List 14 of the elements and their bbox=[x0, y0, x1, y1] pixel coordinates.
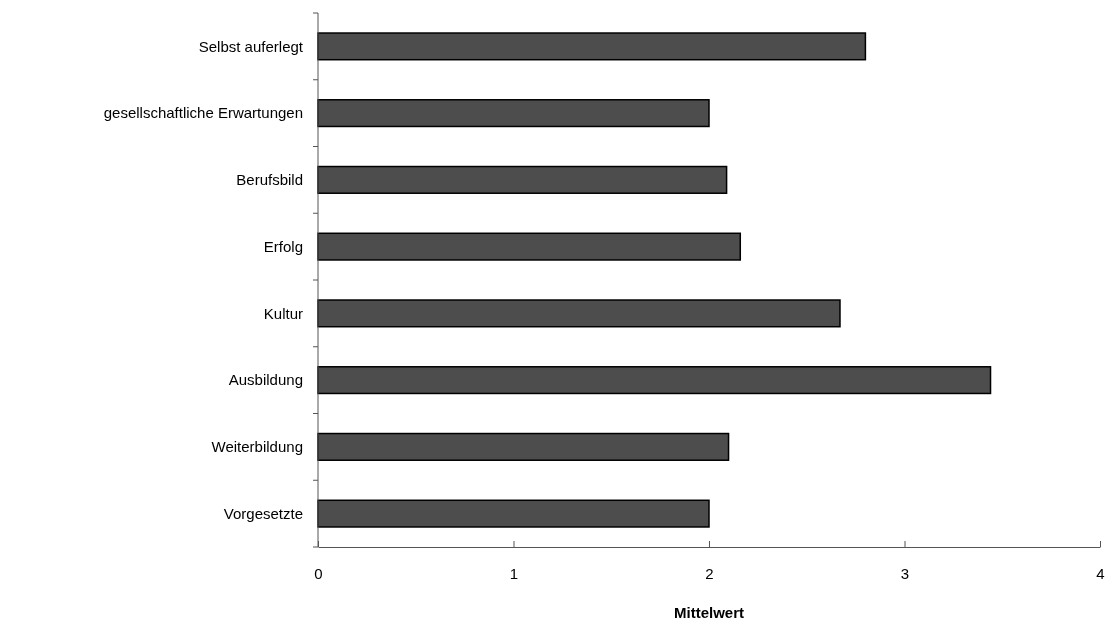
y-tick-label: Selbst auferlegt bbox=[198, 37, 304, 55]
y-tick-label: Vorgesetzte bbox=[223, 504, 303, 522]
y-tick-label: Kultur bbox=[263, 304, 303, 322]
x-tick-label: 2 bbox=[705, 564, 714, 582]
y-tick-label: Berufsbild bbox=[236, 171, 303, 189]
x-tick-label: 0 bbox=[314, 564, 323, 582]
x-tick-label: 4 bbox=[1096, 564, 1105, 582]
x-tick-label: 1 bbox=[509, 564, 519, 582]
x-tick-label: 3 bbox=[900, 564, 910, 582]
x-axis-title: Mittelwert bbox=[673, 604, 745, 621]
y-tick-label: gesellschaftliche Erwartungen bbox=[103, 104, 303, 122]
y-tick-label: Erfolg bbox=[263, 237, 303, 255]
y-tick-label: Weiterbildung bbox=[211, 438, 303, 456]
y-tick-label: Ausbildung bbox=[228, 371, 303, 389]
